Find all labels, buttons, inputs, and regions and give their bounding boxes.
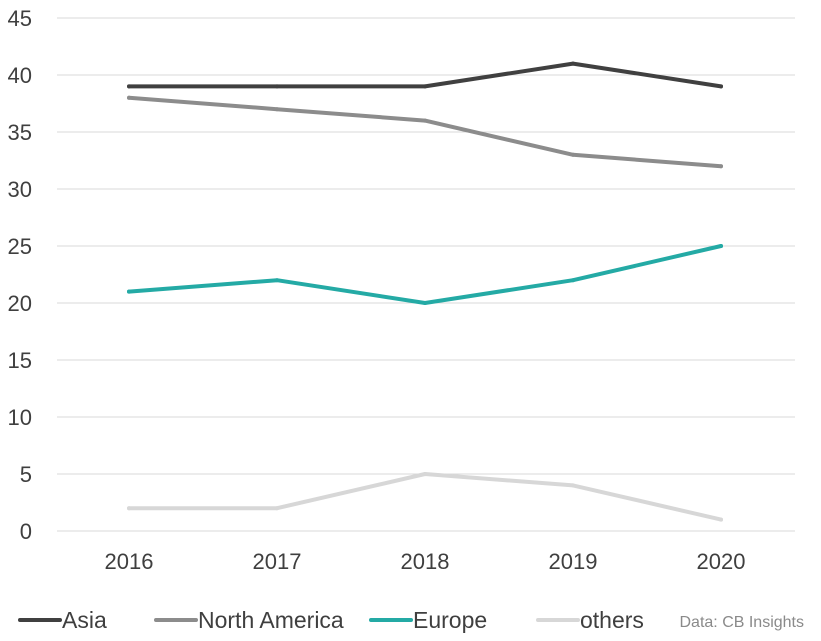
y-tick-label-20: 20 [8,291,32,316]
legend-item-asia: Asia [18,607,107,633]
legend-item-north-america: North America [154,607,344,633]
legend: Asia North America Europe others [18,607,644,633]
data-point-others-2020 [719,517,723,522]
y-tick-label-10: 10 [8,405,32,430]
data-point-asia-2016 [127,84,131,89]
legend-label-others: others [580,607,644,633]
data-point-north-america-2016 [127,95,131,100]
y-tick-label-0: 0 [20,519,32,544]
source-note: Data: CB Insights [680,614,805,631]
data-point-north-america-2017 [275,107,279,112]
y-tick-label-35: 35 [8,120,32,145]
legend-label-asia: Asia [62,607,107,633]
series-others [127,472,723,522]
x-tick-label-2020: 2020 [697,549,746,574]
data-point-asia-2018 [423,84,427,89]
y-tick-label-30: 30 [8,177,32,202]
legend-label-north-america: North America [198,607,344,633]
data-point-others-2019 [571,483,575,488]
data-point-others-2018 [423,472,427,476]
series-asia [127,61,723,89]
data-point-north-america-2018 [423,118,427,123]
series-europe [127,244,723,305]
data-point-north-america-2020 [719,164,723,169]
data-point-europe-2016 [127,289,131,294]
x-axis-tick-labels: 2016 2017 2018 2019 2020 [105,549,746,574]
y-tick-label-5: 5 [20,462,32,487]
series-lines [127,61,723,522]
y-tick-label-45: 45 [8,6,32,31]
series-north-america [127,95,723,169]
data-point-north-america-2019 [571,152,575,157]
legend-label-europe: Europe [413,607,487,633]
y-tick-label-40: 40 [8,63,32,88]
legend-item-others: others [536,607,644,633]
y-tick-label-25: 25 [8,234,32,259]
data-point-europe-2020 [719,244,723,248]
data-point-asia-2017 [275,84,279,89]
data-point-europe-2019 [571,278,575,283]
x-tick-label-2018: 2018 [401,549,450,574]
data-point-europe-2018 [423,301,427,305]
data-point-others-2016 [127,506,131,511]
data-point-others-2017 [275,506,279,511]
data-point-asia-2019 [571,61,575,66]
x-tick-label-2017: 2017 [253,549,302,574]
legend-item-europe: Europe [369,607,487,633]
y-axis-tick-labels: 0 5 10 15 20 25 30 35 40 45 [8,6,32,544]
x-tick-label-2016: 2016 [105,549,154,574]
y-tick-label-15: 15 [8,348,32,373]
data-point-asia-2020 [719,84,723,89]
grid-lines [57,17,795,532]
x-tick-label-2019: 2019 [549,549,598,574]
series-line-others [127,472,723,522]
data-point-europe-2017 [275,278,279,283]
series-line-europe [127,244,723,305]
